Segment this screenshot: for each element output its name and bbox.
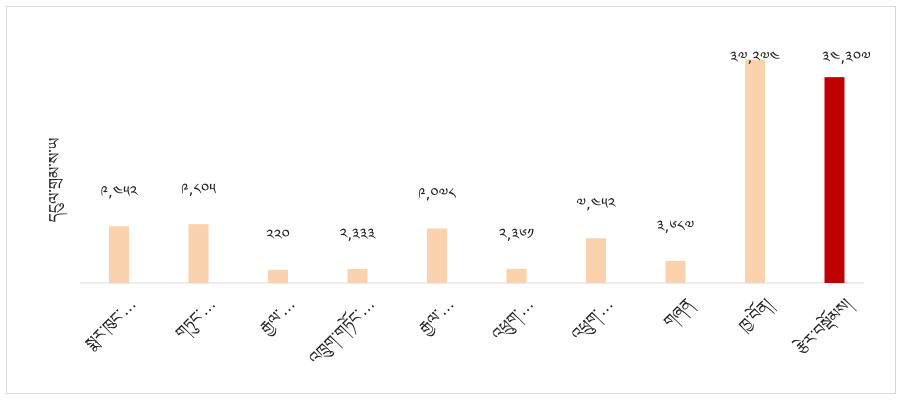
bar-10 bbox=[824, 77, 845, 284]
bar-2 bbox=[188, 224, 209, 283]
category-label-7: འཕྲུག་… bbox=[567, 294, 619, 346]
category-label-1: སྨར་ཁུང་… bbox=[81, 294, 140, 353]
value-label-5: ༩,༠༧༨ bbox=[418, 185, 456, 203]
category-label-5: རྒྱལ་… bbox=[415, 294, 460, 339]
bar-5 bbox=[427, 228, 447, 283]
value-label-4: ༢,༣༣༣ bbox=[340, 225, 377, 243]
value-label-3: ༢༢༠ bbox=[266, 226, 290, 244]
value-labels-group: ༩,༤༥༢ ༩,༨༠༥ ༢༢༠ ༢,༣༣༣ ༩,༠༧༨ ༢,༣༦༡ ༧,༤༥༢ ༣,༦༨༧ ༣༧… bbox=[100, 48, 870, 244]
value-label-6: ༢,༣༦༡ bbox=[499, 225, 534, 243]
bar-9 bbox=[745, 59, 765, 283]
bar-4 bbox=[347, 269, 368, 283]
bar-6 bbox=[506, 268, 527, 283]
value-label-1: ༩,༤༥༢ bbox=[100, 182, 138, 200]
bar-1 bbox=[109, 226, 129, 283]
category-labels-group: སྨར་ཁུང་… གཏུང་… རྒྱལ་… འཁྲུག་གཏོང་… རྒྱལ་… འ… bbox=[81, 292, 858, 370]
value-label-7: ༧,༤༥༢ bbox=[576, 194, 616, 212]
category-label-9: ཁྱ་བོན། bbox=[733, 292, 779, 338]
y-axis-label: དངུལ་གྲམ་ས་ཡ bbox=[45, 138, 68, 223]
value-label-8: ༣,༦༨༧ bbox=[657, 217, 694, 235]
bar-8 bbox=[665, 260, 686, 283]
bar-7 bbox=[586, 238, 606, 283]
bars-group bbox=[109, 59, 845, 284]
category-label-3: རྒྱལ་… bbox=[256, 294, 301, 339]
value-label-10: ༣༤,༣༠༧ bbox=[822, 48, 870, 66]
category-label-4: འཁྲུག་གཏོང་… bbox=[303, 292, 381, 370]
category-label-8: གཞན bbox=[659, 294, 699, 334]
category-label-6: འཕྲུག་… bbox=[488, 294, 540, 346]
category-label-10: རྩེར་བསྡོམས། bbox=[790, 292, 858, 360]
value-label-2: ༩,༨༠༥ bbox=[181, 180, 216, 198]
value-label-9: ༣༧,༢༧༤ bbox=[730, 48, 780, 66]
bar-3 bbox=[268, 269, 288, 283]
category-label-2: གཏུང་… bbox=[171, 294, 222, 345]
